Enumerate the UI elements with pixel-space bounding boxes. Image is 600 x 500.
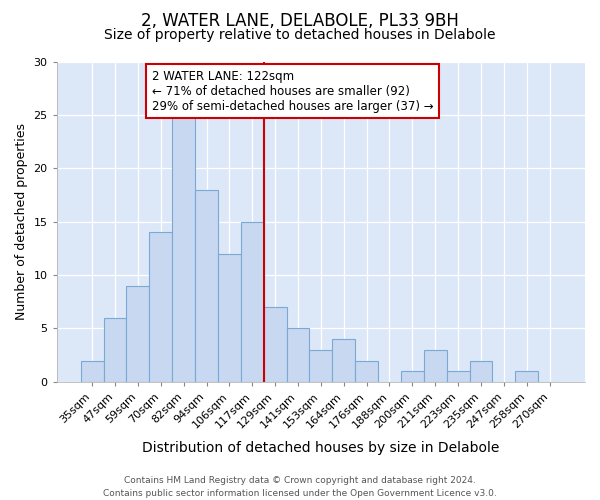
Text: 2, WATER LANE, DELABOLE, PL33 9BH: 2, WATER LANE, DELABOLE, PL33 9BH [141,12,459,30]
Bar [172,115,195,382]
Bar [287,328,310,382]
Bar [241,222,263,382]
Text: Contains HM Land Registry data © Crown copyright and database right 2024.
Contai: Contains HM Land Registry data © Crown c… [103,476,497,498]
Bar [446,371,470,382]
Bar [470,360,493,382]
Bar [310,350,332,382]
Bar [195,190,218,382]
Bar [81,360,104,382]
Bar [401,371,424,382]
Bar [149,232,172,382]
Bar [127,286,149,382]
Text: Size of property relative to detached houses in Delabole: Size of property relative to detached ho… [104,28,496,42]
Bar [355,360,378,382]
Y-axis label: Number of detached properties: Number of detached properties [15,123,28,320]
Bar [263,307,287,382]
Bar [424,350,446,382]
Bar [218,254,241,382]
Bar [104,318,127,382]
Bar [332,339,355,382]
X-axis label: Distribution of detached houses by size in Delabole: Distribution of detached houses by size … [142,441,500,455]
Bar [515,371,538,382]
Text: 2 WATER LANE: 122sqm
← 71% of detached houses are smaller (92)
29% of semi-detac: 2 WATER LANE: 122sqm ← 71% of detached h… [152,70,433,112]
